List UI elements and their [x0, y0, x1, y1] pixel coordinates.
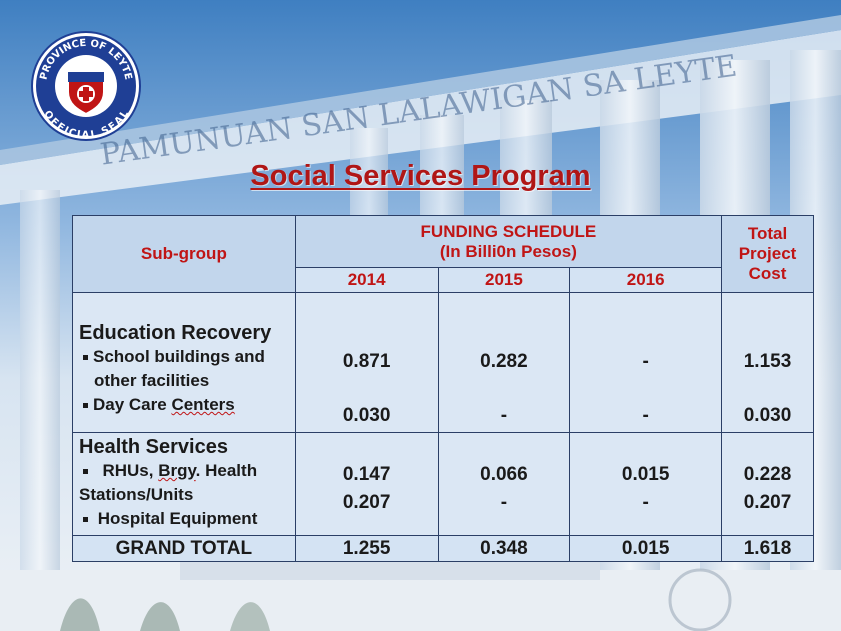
- value: 1.153: [743, 351, 792, 372]
- bullet-icon: [83, 403, 88, 409]
- item-label: Hospital Equipment: [97, 509, 258, 528]
- value-cell: 0.015 -: [569, 432, 723, 536]
- item-label: . Health: [195, 461, 258, 480]
- year-header-2014: 2014: [294, 267, 439, 293]
- value: -: [642, 405, 649, 426]
- bullet-icon: [83, 517, 88, 523]
- table-row: Health Services RHUs, Brgy. Health Stati…: [72, 432, 814, 536]
- value-cell: 0.282 -: [437, 292, 571, 433]
- funding-schedule-unit: (In Billi0n Pesos): [439, 241, 577, 261]
- item-label: RHUs,: [102, 461, 159, 480]
- total-header-line: Total: [747, 224, 788, 243]
- funding-schedule-title: FUNDING SCHEDULE: [420, 221, 597, 241]
- year-header-2015: 2015: [437, 267, 571, 293]
- funding-schedule-header: FUNDING SCHEDULE (In Billi0n Pesos): [294, 215, 723, 268]
- value: 0.015: [621, 464, 670, 485]
- bullet-icon: [83, 469, 88, 475]
- grand-total-row: GRAND TOTAL 1.255 0.348 0.015 1.618: [72, 535, 814, 562]
- value: -: [500, 405, 508, 426]
- value: 0.030: [743, 405, 792, 426]
- value: 1.255: [294, 535, 439, 562]
- page-title: Social Services Program: [250, 160, 591, 192]
- value-cell: 0.066 -: [437, 432, 571, 536]
- value: 0.066: [480, 464, 528, 485]
- value: -: [500, 492, 508, 513]
- value: 0.348: [437, 535, 571, 562]
- total-cost-header: Total Project Cost: [721, 215, 814, 293]
- value: 0.282: [480, 351, 528, 372]
- value-cell: 1.153 0.030: [721, 292, 814, 433]
- value: -: [642, 351, 649, 372]
- value: 0.147: [342, 464, 391, 485]
- value-cell: 0.871 0.030: [294, 292, 439, 433]
- subgroup-header: Sub-group: [72, 215, 296, 293]
- table-row: Education Recovery School buildings and …: [72, 292, 814, 433]
- province-seal-logo: PROVINCE OF LEYTE OFFICIAL SEAL: [31, 31, 141, 141]
- value: 0.228: [743, 464, 792, 485]
- value-cell: 0.228 0.207: [721, 432, 814, 536]
- value-cell: 0.147 0.207: [294, 432, 439, 536]
- year-header-2016: 2016: [569, 267, 723, 293]
- item-label: Day Care: [93, 395, 172, 414]
- value: 0.030: [342, 405, 391, 426]
- social-services-table: Sub-group FUNDING SCHEDULE (In Billi0n P…: [72, 215, 814, 562]
- value: -: [642, 492, 649, 513]
- item-label: Centers: [171, 395, 235, 414]
- item-label: Stations/Units: [79, 485, 194, 504]
- value: 0.871: [342, 351, 391, 372]
- total-header-line: Project: [738, 244, 797, 263]
- bullet-icon: [83, 355, 88, 361]
- item-label: Brgy: [158, 461, 196, 480]
- total-header-line: Cost: [748, 264, 787, 283]
- item-label: School buildings and: [93, 347, 265, 366]
- value: 0.207: [342, 492, 391, 513]
- health-subgroup-cell: Health Services RHUs, Brgy. Health Stati…: [72, 432, 296, 536]
- value: 0.015: [569, 535, 723, 562]
- education-subgroup-cell: Education Recovery School buildings and …: [72, 292, 296, 433]
- group-label: Health Services: [79, 436, 228, 458]
- value: 1.618: [721, 535, 814, 562]
- group-label: Education Recovery: [79, 322, 272, 344]
- item-label: other facilities: [94, 371, 210, 390]
- grand-total-label: GRAND TOTAL: [72, 535, 296, 562]
- value: 0.207: [743, 492, 792, 513]
- value-cell: - -: [569, 292, 723, 433]
